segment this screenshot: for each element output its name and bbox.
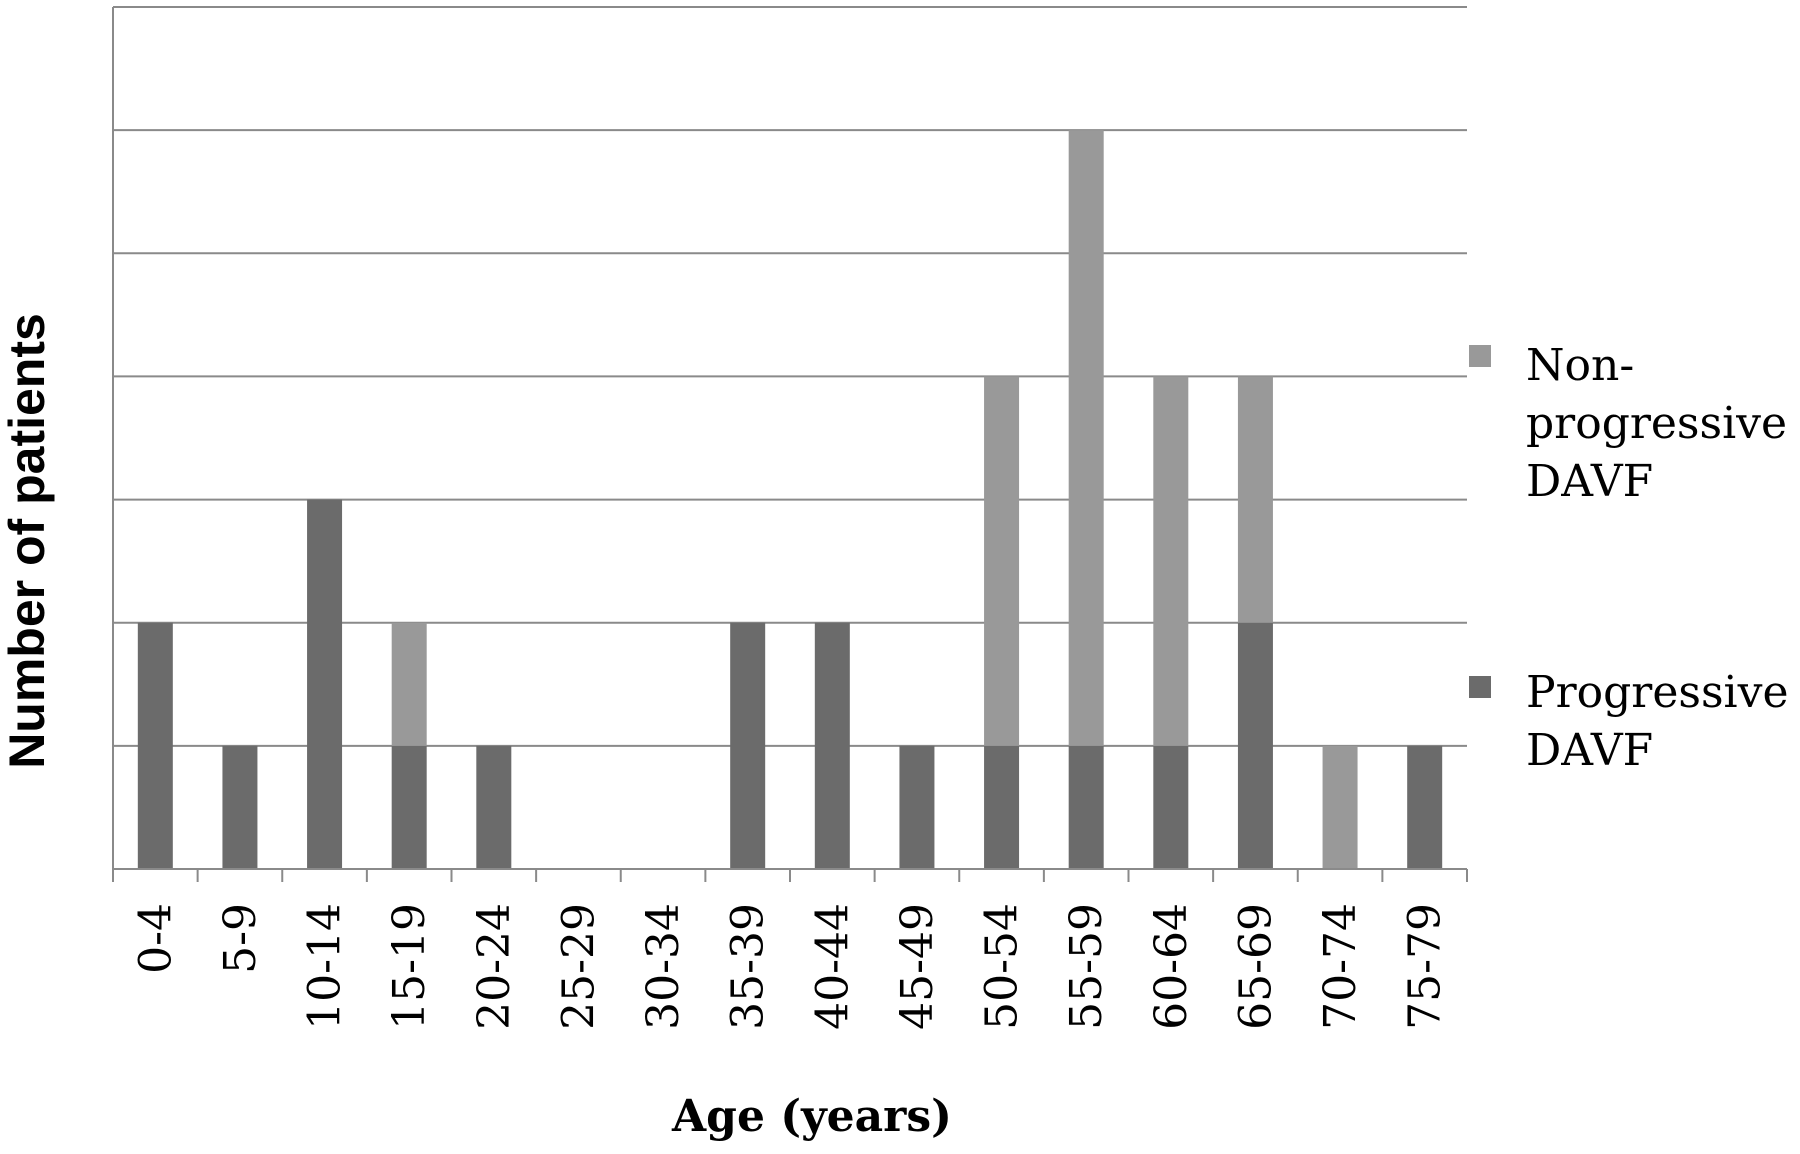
x-tick-label: 15-19 xyxy=(384,903,435,1030)
bar-progressive-davf xyxy=(391,745,427,869)
bar-progressive-davf xyxy=(307,499,343,869)
bar-progressive-davf xyxy=(1153,745,1189,869)
x-tick-label: 10-14 xyxy=(300,903,351,1030)
x-tick-label: 35-39 xyxy=(723,903,774,1030)
x-tick-label: 60-64 xyxy=(1146,903,1197,1030)
x-tick-label: 75-79 xyxy=(1400,903,1451,1030)
x-tick-label: 65-69 xyxy=(1230,903,1281,1030)
bar-progressive-davf xyxy=(899,745,935,869)
x-tick-label: 55-59 xyxy=(1061,903,1112,1030)
bar-progressive-davf xyxy=(1068,745,1104,869)
bar-progressive-davf xyxy=(222,745,258,869)
bar-progressive-davf xyxy=(814,622,850,869)
legend-label-progressive-davf: Progressive xyxy=(1526,667,1789,718)
bar-progressive-davf xyxy=(137,622,173,869)
x-tick-label: 0-4 xyxy=(130,903,181,974)
bar-progressive-davf xyxy=(730,622,766,869)
x-tick-label: 70-74 xyxy=(1315,903,1366,1030)
bar-progressive-davf xyxy=(476,745,512,869)
legend-label-non-progressive-davf: DAVF xyxy=(1526,456,1653,507)
x-tick-labels: 0-4 5-9 10-14 15-19 20-24 25-29 30-34 35-39 40-4… xyxy=(130,903,1450,1030)
x-tick-label: 25-29 xyxy=(553,903,604,1030)
axes xyxy=(112,7,1468,882)
y-axis-title: Number of patients xyxy=(0,313,55,769)
x-axis-title: Age (years) xyxy=(671,1091,952,1142)
bar-non-progressive-davf xyxy=(1322,745,1358,869)
legend-swatch-progressive-davf xyxy=(1469,676,1491,698)
bar-progressive-davf xyxy=(1237,622,1273,869)
x-tick-label: 5-9 xyxy=(215,903,266,974)
x-tick-label: 45-49 xyxy=(892,903,943,1030)
bar-progressive-davf xyxy=(1407,745,1443,869)
x-tick-label: 50-54 xyxy=(977,903,1028,1030)
bar-non-progressive-davf xyxy=(1237,376,1273,623)
x-tick-label: 40-44 xyxy=(807,903,858,1030)
x-tick-label: 30-34 xyxy=(638,903,689,1030)
x-tick-label: 20-24 xyxy=(469,903,520,1030)
legend: Non-progressive DAVF Progressive DAVF xyxy=(1469,340,1789,776)
legend-label-non-progressive-davf: Non- xyxy=(1526,340,1634,391)
bar-non-progressive-davf xyxy=(984,376,1020,746)
bar-non-progressive-davf xyxy=(391,622,427,746)
bar-progressive-davf xyxy=(984,745,1020,869)
legend-swatch-non-progressive-davf xyxy=(1469,345,1491,367)
bars xyxy=(137,130,1443,869)
bar-non-progressive-davf xyxy=(1153,376,1189,746)
legend-label-non-progressive-davf: progressive xyxy=(1526,398,1787,449)
bar-non-progressive-davf xyxy=(1068,130,1104,746)
legend-label-progressive-davf: DAVF xyxy=(1526,725,1653,776)
